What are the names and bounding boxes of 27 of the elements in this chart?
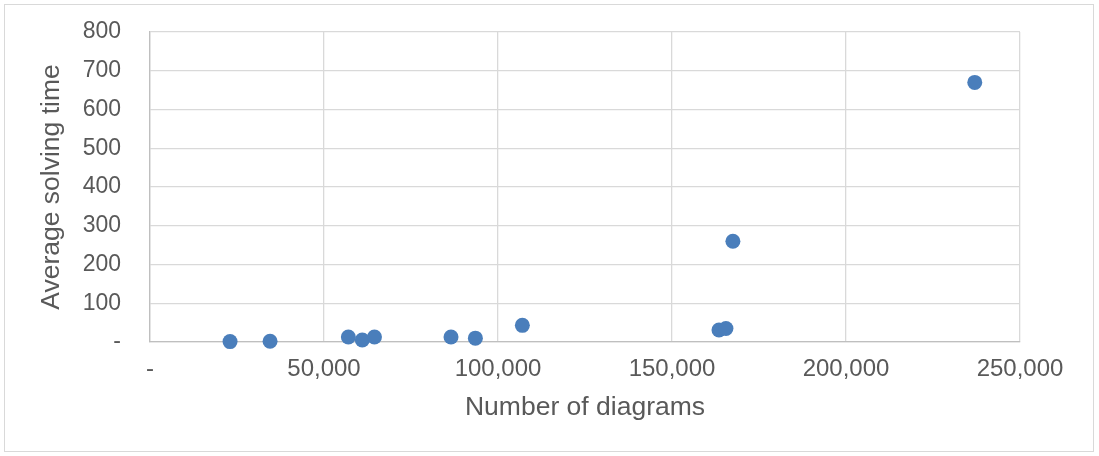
point	[467, 330, 483, 346]
point	[725, 233, 741, 249]
y-tick-label: -	[113, 327, 121, 354]
point	[967, 74, 983, 90]
y-tick-label: 500	[82, 133, 121, 160]
y-tick-label: 800	[82, 17, 121, 44]
point	[514, 317, 530, 333]
point	[354, 332, 370, 348]
y-tick-label: 700	[82, 56, 121, 83]
point	[443, 329, 459, 345]
x-tick-label: 100,000	[454, 354, 542, 382]
y-axis-title: Average solving time	[35, 64, 66, 310]
point	[262, 333, 278, 349]
x-tick-label: 250,000	[976, 354, 1064, 382]
x-tick-label: -	[146, 354, 154, 382]
point	[340, 329, 356, 345]
x-tick-label: 150,000	[628, 354, 716, 382]
y-tick-label: 200	[82, 249, 121, 276]
x-axis-title: Number of diagrams	[464, 391, 706, 422]
x-tick-label: 50,000	[287, 354, 361, 382]
y-tick-label: 300	[82, 211, 121, 238]
y-tick-label: 400	[82, 172, 121, 199]
point	[222, 334, 238, 350]
point	[366, 329, 382, 345]
x-tick-label: 200,000	[802, 354, 890, 382]
y-tick-label: 600	[82, 94, 121, 121]
y-tick-label: 100	[82, 288, 121, 315]
